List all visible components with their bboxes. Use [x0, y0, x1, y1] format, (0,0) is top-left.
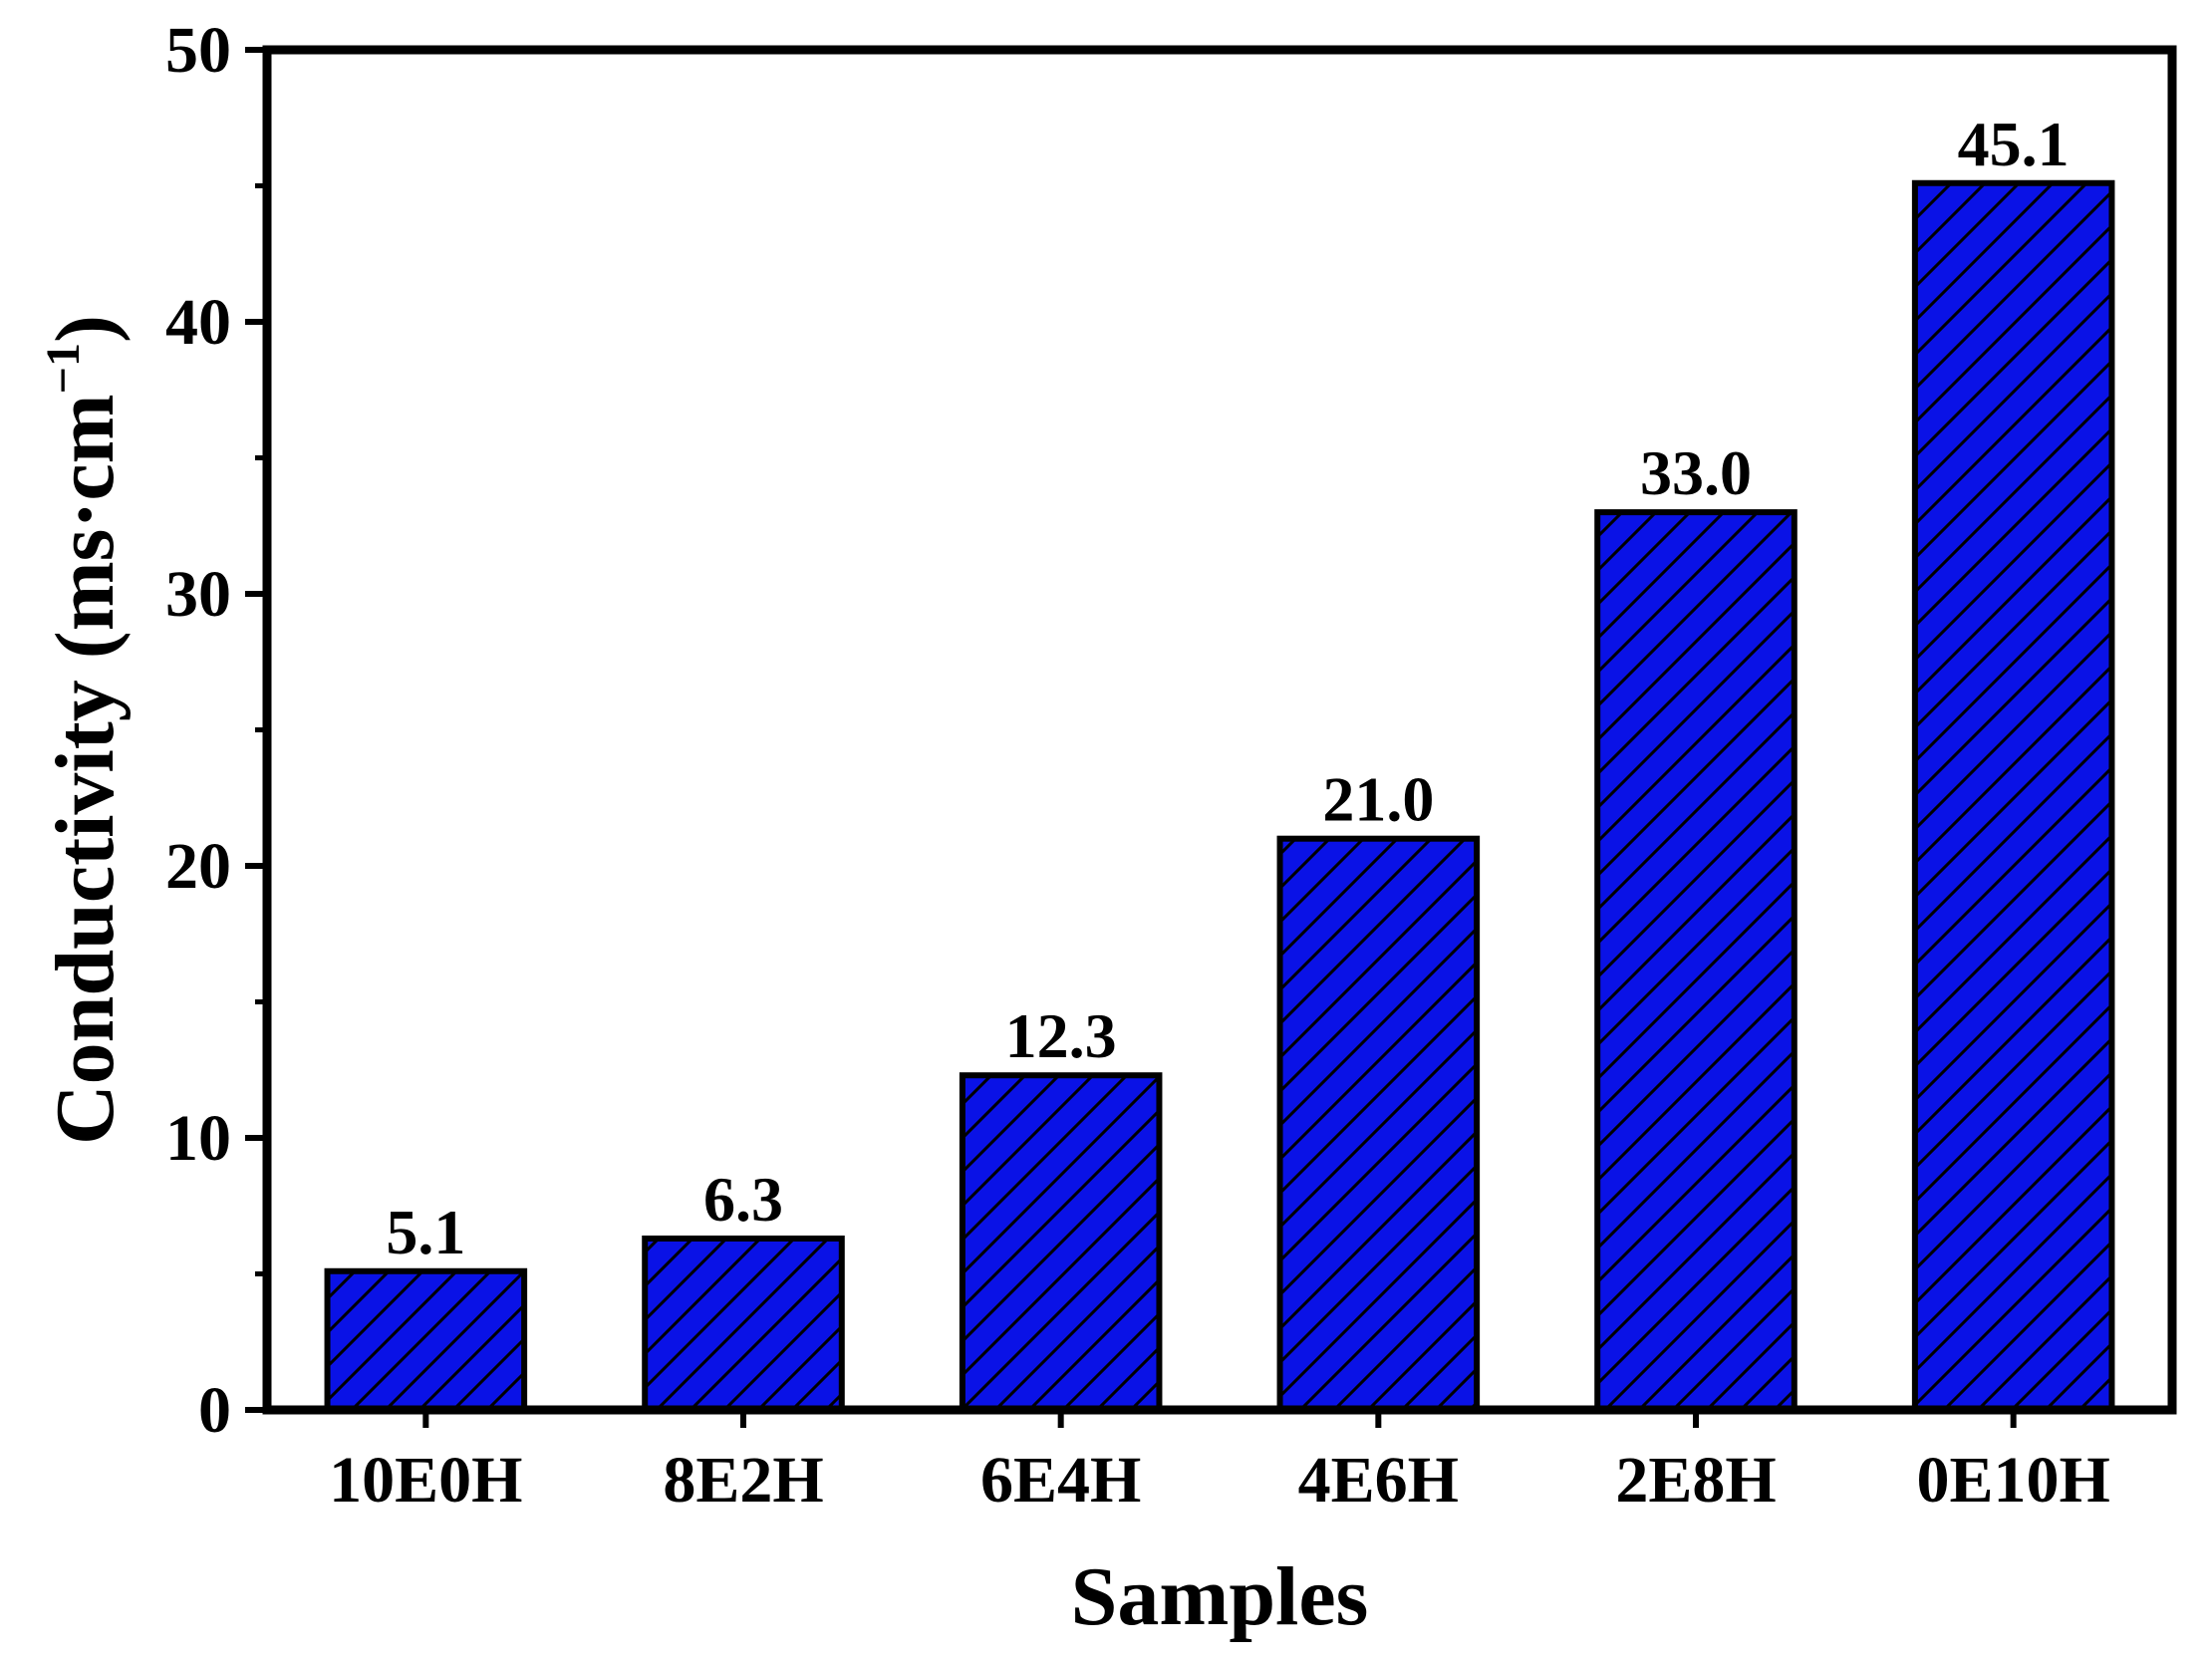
data-label-2E8H: 33.0 — [1640, 437, 1752, 508]
y-tick-label: 10 — [165, 1102, 231, 1175]
data-label-10E0H: 5.1 — [386, 1197, 465, 1267]
plot-frame — [262, 45, 2177, 1415]
y-tick-label: 20 — [165, 830, 231, 903]
y-axis-title-superscript: −1 — [37, 343, 90, 394]
x-tick-label: 8E2H — [663, 1444, 823, 1517]
data-labels-layer: 5.1 6.3 12.3 21.0 33.0 45.1 — [386, 109, 2069, 1267]
data-label-0E10H: 45.1 — [1958, 109, 2070, 179]
x-tick-label: 6E4H — [980, 1444, 1141, 1517]
data-label-6E4H: 12.3 — [1005, 1000, 1117, 1071]
bar-0E10H — [1911, 179, 2115, 1413]
x-tick-label: 4E6H — [1298, 1444, 1459, 1517]
bar-4E6H — [1276, 835, 1481, 1413]
y-tick-label: 40 — [165, 286, 231, 359]
data-label-4E6H: 21.0 — [1322, 764, 1434, 835]
y-axis-title-main: Conductivity (ms·cm — [39, 394, 132, 1145]
x-axis-title: Samples — [1071, 1550, 1369, 1643]
bar-8E2H — [642, 1236, 845, 1414]
x-tick-label: 0E10H — [1916, 1444, 2109, 1517]
bar-2E8H — [1594, 509, 1797, 1413]
x-axis-ticks: 10E0H 8E2H 6E4H 4E6H 2E8H 0E10H — [329, 1410, 2110, 1517]
bars-layer — [324, 179, 2115, 1414]
y-tick-label: 30 — [165, 558, 231, 631]
x-tick-label: 10E0H — [329, 1444, 522, 1517]
y-axis-title: Conductivity (ms·cm−1) — [37, 315, 132, 1145]
bar-10E0H — [324, 1267, 528, 1414]
bar-6E4H — [959, 1072, 1163, 1413]
y-tick-label: 50 — [165, 14, 231, 87]
y-tick-label: 0 — [198, 1374, 231, 1447]
y-axis-ticks: 0 10 20 30 40 50 — [165, 14, 267, 1447]
y-axis-title-suffix: ) — [39, 315, 132, 343]
data-label-8E2H: 6.3 — [703, 1164, 783, 1235]
x-tick-label: 2E8H — [1615, 1444, 1776, 1517]
